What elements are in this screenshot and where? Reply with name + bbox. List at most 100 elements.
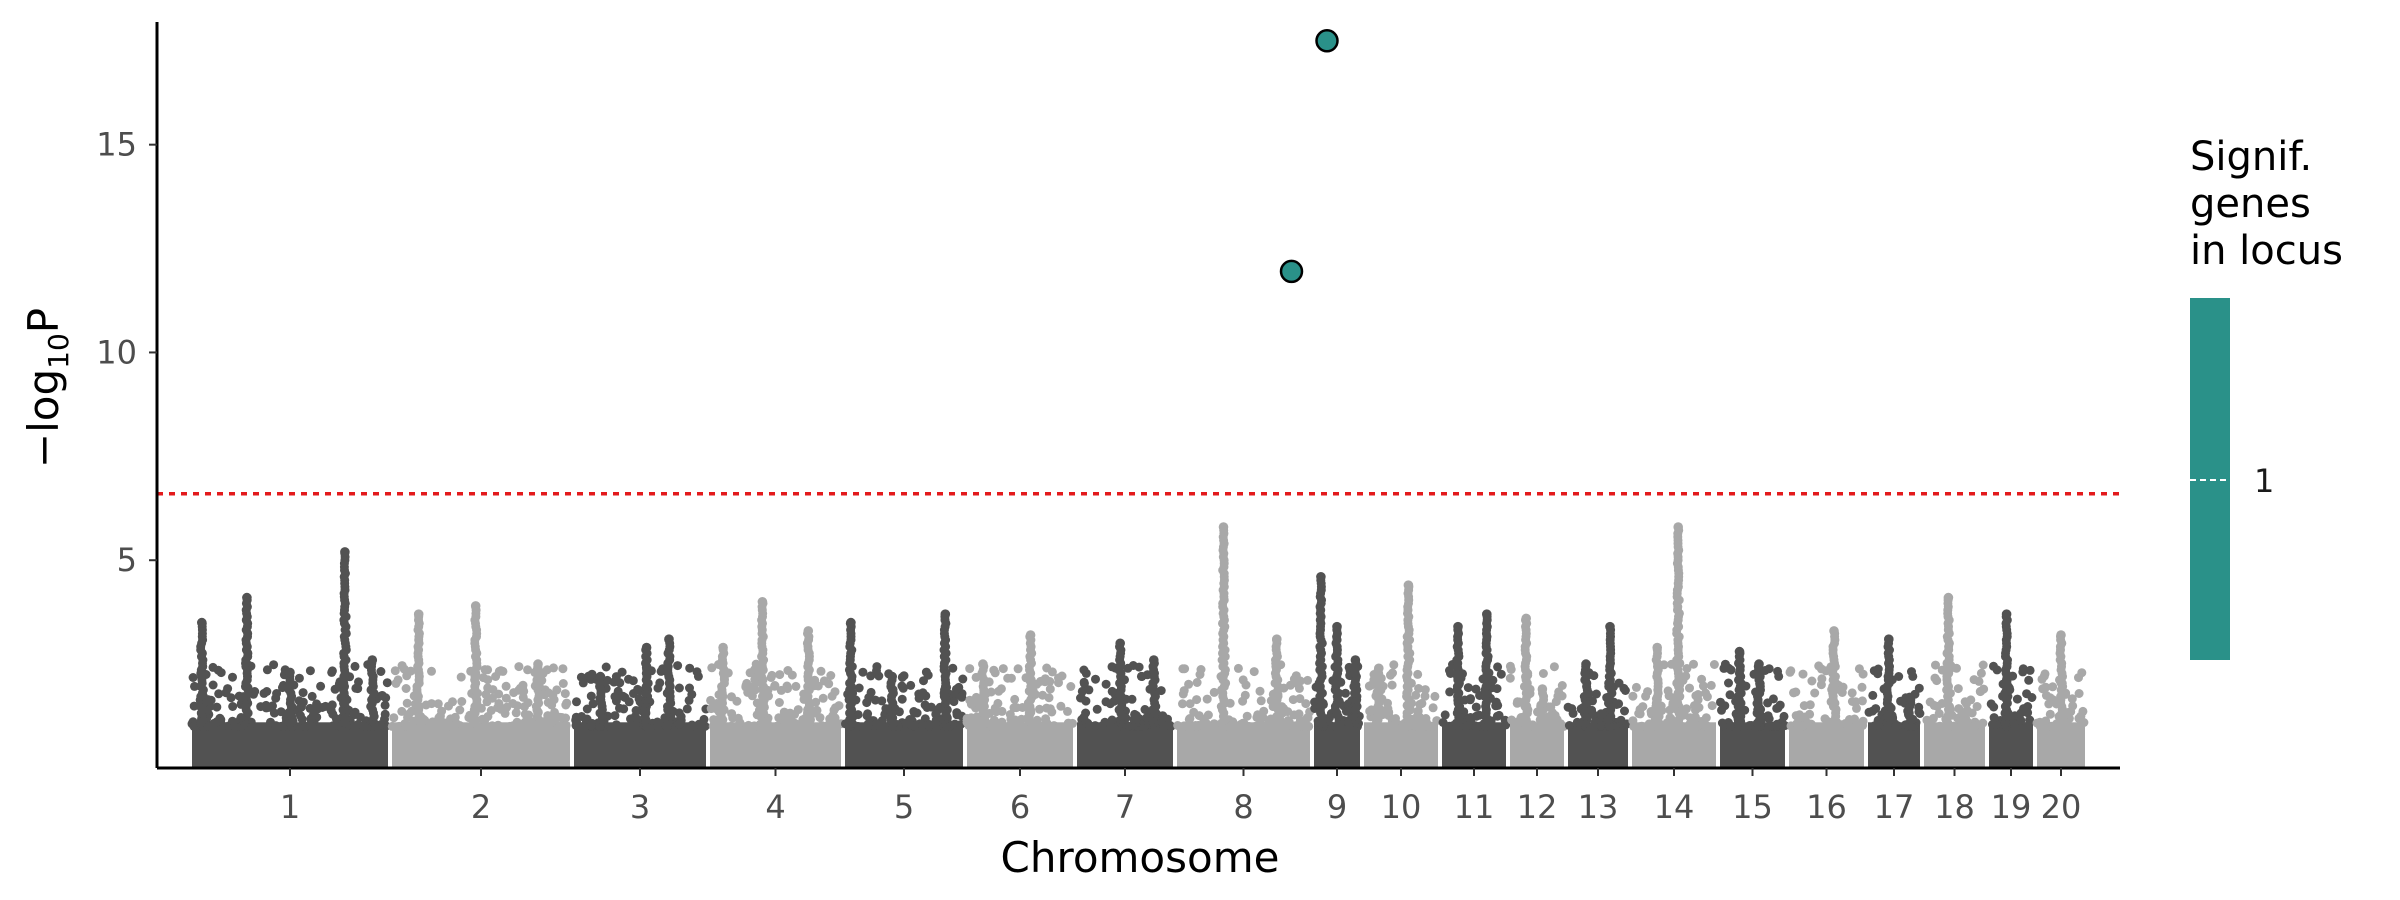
snp-point: [427, 666, 436, 676]
snp-point: [1009, 703, 1019, 713]
snp-point: [1063, 706, 1072, 716]
snp-point: [610, 692, 620, 702]
snp-point: [2022, 721, 2032, 731]
snp-point: [1054, 673, 1063, 683]
snp-point: [588, 699, 598, 709]
snp-point: [1716, 697, 1725, 707]
snp-point: [1857, 682, 1867, 692]
snp-point: [1173, 721, 1183, 730]
snp-point: [1636, 721, 1646, 731]
snp-point: [906, 680, 916, 690]
snp-point: [1544, 719, 1554, 729]
snp-point: [402, 698, 412, 708]
snp-point: [826, 671, 836, 680]
chromosome-3-band: [574, 722, 706, 768]
snp-point: [2074, 673, 2083, 683]
snp-point: [1492, 711, 1502, 721]
snp-point: [376, 667, 386, 676]
snp-point: [685, 663, 695, 673]
snp-point: [674, 708, 684, 718]
x-tick-label-17: 17: [1874, 788, 1915, 826]
snp-point: [380, 709, 390, 719]
x-tick-label-2: 2: [471, 788, 491, 826]
snp-point: [457, 697, 467, 706]
snp-point: [1538, 669, 1548, 678]
snp-point: [1976, 668, 1986, 678]
snp-point: [1976, 686, 1986, 696]
snp-point: [1142, 670, 1152, 680]
snp-point: [1779, 711, 1789, 721]
snp-point: [1184, 721, 1193, 731]
snp-point: [481, 690, 491, 699]
snp-point: [558, 679, 568, 688]
snp-point: [298, 688, 308, 698]
snp-point: [400, 719, 410, 729]
snp-point: [897, 694, 907, 704]
snp-point: [266, 717, 275, 727]
snp-point: [1703, 721, 1713, 731]
snp-point: [1805, 700, 1815, 710]
snp-point: [952, 710, 962, 720]
chromosome-1-points: [187, 547, 392, 768]
snp-point: [294, 673, 304, 683]
snp-point: [571, 720, 581, 730]
snp-point: [1707, 701, 1717, 711]
snp-point: [2041, 682, 2051, 692]
snp-point: [619, 704, 629, 714]
snp-point: [390, 666, 400, 676]
peak-point: [757, 597, 768, 607]
peak-point: [1754, 659, 1764, 669]
snp-point: [586, 691, 596, 701]
snp-point: [1203, 710, 1213, 720]
legend-title-line-3: in locus: [2190, 228, 2343, 274]
peak-point: [1943, 592, 1954, 603]
snp-point: [230, 721, 240, 731]
snp-point: [747, 691, 757, 701]
snp-point: [708, 721, 718, 731]
snp-point: [766, 673, 776, 682]
snp-point: [498, 666, 508, 676]
snp-point: [543, 698, 553, 707]
snp-point: [1961, 713, 1971, 723]
snp-point: [587, 718, 597, 728]
chromosome-7-points: [1076, 638, 1176, 768]
snp-point: [707, 663, 717, 673]
peak-point: [1673, 522, 1683, 532]
snp-point: [1446, 669, 1455, 678]
snp-point: [1006, 714, 1016, 724]
snp-point: [1507, 715, 1517, 725]
snp-point: [261, 700, 271, 710]
snp-point: [2047, 721, 2057, 731]
snp-point: [1430, 691, 1440, 701]
snp-point: [1387, 680, 1397, 690]
snp-point: [1076, 693, 1086, 703]
snp-point: [483, 665, 493, 675]
snp-point: [2044, 699, 2054, 709]
snp-point: [1864, 707, 1874, 717]
snp-point: [2074, 689, 2084, 698]
snp-point: [512, 701, 522, 711]
snp-point: [674, 683, 684, 693]
snp-point: [502, 702, 512, 712]
snp-point: [1631, 682, 1641, 692]
snp-point: [555, 721, 565, 731]
snp-point: [330, 684, 340, 694]
snp-point: [750, 675, 760, 685]
snp-point: [514, 662, 524, 672]
snp-point: [775, 670, 785, 680]
snp-point: [1798, 669, 1808, 679]
peak-point: [940, 609, 951, 619]
snp-point: [1854, 664, 1864, 674]
snp-point: [1810, 688, 1820, 698]
snp-point: [1814, 661, 1824, 671]
peak-point: [1350, 655, 1361, 665]
legend-label: 1: [2254, 462, 2274, 500]
snp-point: [262, 687, 272, 696]
snp-point: [1969, 675, 1979, 685]
snp-point: [520, 719, 529, 728]
snp-point: [1463, 683, 1473, 693]
snp-point: [1785, 667, 1795, 677]
snp-point: [1934, 709, 1944, 718]
snp-point: [1496, 669, 1506, 679]
snp-point: [918, 688, 928, 698]
